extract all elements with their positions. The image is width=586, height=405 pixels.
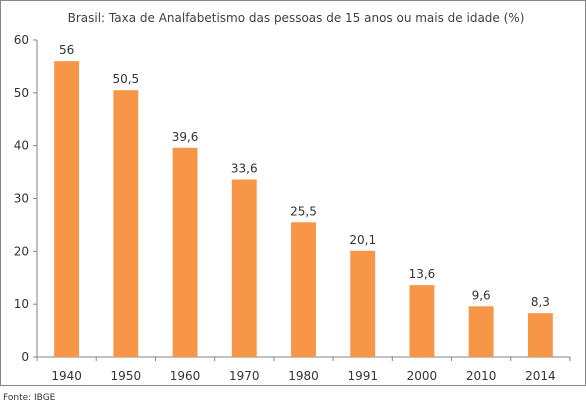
- y-tick-label: 60: [14, 33, 29, 47]
- data-label: 50,5: [112, 72, 139, 86]
- plot-area: 0 10 20 30 40 50 60 56 1940 50,5 1950 39,6 1960 33,6 1…: [14, 33, 571, 383]
- data-label: 20,1: [349, 233, 376, 247]
- bar: [409, 285, 435, 357]
- bar: [291, 222, 316, 357]
- bar: [113, 90, 139, 358]
- x-tick-label: 1950: [111, 369, 142, 383]
- bar: [468, 306, 494, 357]
- bar: [350, 250, 376, 357]
- bar: [54, 61, 80, 358]
- data-label: 33,6: [231, 161, 258, 175]
- source-note: Fonte: IBGE: [3, 393, 56, 403]
- x-tick-label: 1970: [229, 369, 260, 383]
- x-tick-label: 1980: [288, 369, 319, 383]
- x-tick-label: 1960: [170, 369, 201, 383]
- data-label: 56: [59, 43, 74, 57]
- data-label: 9,6: [472, 288, 491, 302]
- bar: [172, 147, 198, 357]
- data-label: 25,5: [290, 204, 317, 218]
- y-tick-label: 30: [14, 192, 29, 206]
- chart-title: Brasil: Taxa de Analfabetismo das pessoa…: [68, 11, 525, 25]
- data-label: 39,6: [172, 130, 199, 144]
- bar: [527, 313, 553, 357]
- x-tick-label: 1991: [347, 369, 378, 383]
- y-tick-label: 10: [14, 297, 29, 311]
- y-tick-label: 0: [21, 350, 29, 364]
- x-tick-label: 1940: [51, 369, 82, 383]
- x-tick-label: 2010: [466, 369, 497, 383]
- y-tick-label: 40: [14, 139, 29, 153]
- data-label: 8,3: [531, 295, 550, 309]
- x-tick-label: 2000: [407, 369, 438, 383]
- data-label: 13,6: [409, 267, 436, 281]
- y-tick-label: 50: [14, 86, 29, 100]
- y-tick-label: 20: [14, 244, 29, 258]
- x-tick-label: 2014: [525, 369, 556, 383]
- bar: [231, 179, 257, 357]
